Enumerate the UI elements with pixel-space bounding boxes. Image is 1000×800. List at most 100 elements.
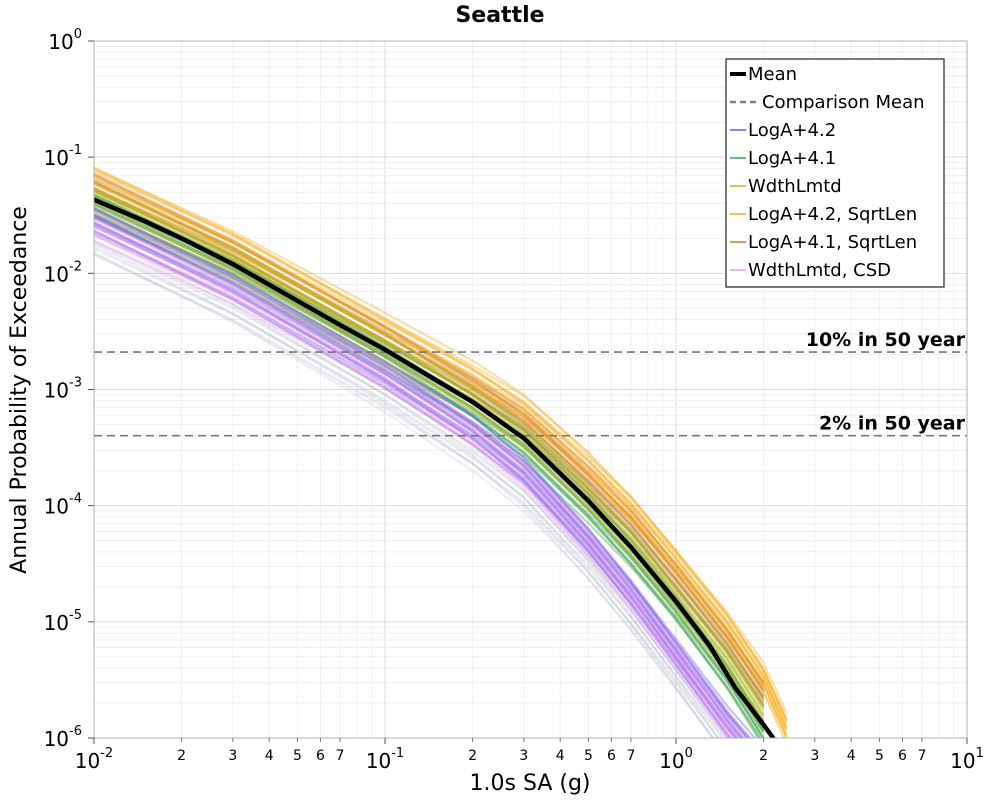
band-curve bbox=[94, 251, 715, 738]
band-curve bbox=[94, 187, 765, 702]
band-curve bbox=[94, 216, 763, 738]
band-curve bbox=[94, 220, 738, 738]
band-curve bbox=[94, 209, 752, 738]
x-minor-tick-label: 7 bbox=[335, 748, 344, 764]
x-minor-tick-label: 2 bbox=[759, 748, 768, 764]
reference-label: 2% in 50 year bbox=[819, 413, 966, 435]
band-curve bbox=[94, 207, 751, 738]
band-curve bbox=[94, 243, 721, 738]
band-curve bbox=[94, 186, 765, 700]
x-minor-tick-label: 5 bbox=[293, 748, 302, 764]
band-curve bbox=[94, 217, 744, 738]
band-curve bbox=[94, 214, 760, 738]
band-curve bbox=[94, 166, 788, 724]
band-curve bbox=[94, 179, 788, 729]
x-tick-label: 10-1 bbox=[366, 746, 404, 773]
band-curve bbox=[94, 233, 734, 738]
grid-lines bbox=[93, 41, 967, 739]
band-curve bbox=[94, 189, 788, 736]
y-tick-label: 10-4 bbox=[44, 492, 82, 519]
band-curve bbox=[94, 231, 737, 738]
legend-label: LogA+4.2 bbox=[748, 120, 836, 141]
legend-label: WdthLmtd bbox=[748, 176, 842, 197]
legend-label: Mean bbox=[748, 64, 797, 85]
x-minor-tick-label: 3 bbox=[810, 748, 819, 764]
band-curve bbox=[94, 222, 741, 738]
x-minor-tick-label: 5 bbox=[584, 748, 593, 764]
band-curve bbox=[94, 239, 729, 738]
x-tick-label: 101 bbox=[950, 746, 984, 773]
band-curve bbox=[94, 216, 744, 738]
x-minor-tick-label: 3 bbox=[228, 748, 237, 764]
band-curve bbox=[94, 254, 715, 738]
band-curve bbox=[94, 182, 765, 688]
band-curve bbox=[94, 187, 765, 691]
band-curve bbox=[94, 176, 788, 722]
x-minor-tick-label: 4 bbox=[265, 748, 274, 764]
band-curve bbox=[94, 213, 750, 738]
y-axis-ticks: 100 10-1 10-2 10-3 10-4 10-5 10-6 bbox=[44, 27, 94, 751]
band-curve bbox=[94, 202, 765, 731]
band-curve bbox=[94, 221, 745, 738]
x-minor-tick-label: 6 bbox=[316, 748, 325, 764]
series-band-loga-4-2 bbox=[94, 204, 757, 738]
band-curve bbox=[94, 182, 788, 738]
band-curve bbox=[94, 212, 765, 738]
band-curve bbox=[94, 174, 788, 728]
legend-label: LogA+4.2, SqrtLen bbox=[748, 204, 917, 225]
band-curve bbox=[94, 224, 740, 738]
x-minor-tick-label: 3 bbox=[519, 748, 528, 764]
band-curve bbox=[94, 181, 765, 702]
band-curve bbox=[94, 245, 720, 738]
band-curve bbox=[94, 180, 765, 693]
series-band-loga-4-2-sqrtlen bbox=[94, 166, 788, 738]
band-curve bbox=[94, 234, 730, 738]
x-minor-tick-label: 5 bbox=[875, 748, 884, 764]
y-axis-label: Annual Probability of Exceedance bbox=[7, 206, 32, 574]
band-curve bbox=[94, 239, 725, 738]
band-curve bbox=[94, 211, 765, 730]
reference-lines: 10% in 50 year 2% in 50 year bbox=[94, 329, 967, 437]
band-curve bbox=[94, 189, 765, 698]
legend-label: WdthLmtd, CSD bbox=[748, 260, 891, 281]
y-tick-label: 10-2 bbox=[44, 259, 82, 286]
band-curve bbox=[94, 174, 788, 731]
band-curve bbox=[94, 216, 745, 738]
band-curve bbox=[94, 180, 765, 691]
x-minor-tick-label: 2 bbox=[177, 748, 186, 764]
band-curve bbox=[94, 222, 737, 738]
y-tick-label: 10-3 bbox=[44, 376, 82, 403]
x-minor-tick-label: 4 bbox=[556, 748, 565, 764]
y-tick-label: 10-5 bbox=[44, 608, 82, 635]
band-curve bbox=[94, 253, 714, 738]
band-curve bbox=[94, 232, 732, 738]
band-curve bbox=[94, 208, 765, 734]
band-curve bbox=[94, 183, 788, 731]
band-curve bbox=[94, 207, 749, 738]
band-curve bbox=[94, 226, 739, 738]
legend-label: Comparison Mean bbox=[762, 92, 925, 113]
band-curve bbox=[94, 207, 765, 738]
x-minor-tick-label: 7 bbox=[626, 748, 635, 764]
legend-box bbox=[725, 58, 945, 288]
band-curve bbox=[94, 172, 765, 685]
band-curve bbox=[94, 234, 727, 738]
band-curve bbox=[94, 204, 757, 738]
chart-title: Seattle bbox=[455, 3, 544, 28]
band-spread bbox=[94, 234, 730, 738]
series-band-wdthlmtd-csd bbox=[94, 208, 752, 738]
mean-layer bbox=[94, 197, 776, 738]
band-curve bbox=[94, 187, 765, 711]
x-minor-tick-label: 6 bbox=[607, 748, 616, 764]
legend-label: LogA+4.1 bbox=[748, 148, 836, 169]
band-curve bbox=[94, 196, 765, 700]
x-tick-label: 10-2 bbox=[75, 746, 113, 773]
x-minor-tick-label: 4 bbox=[847, 748, 856, 764]
band-curve bbox=[94, 248, 719, 738]
band-curve bbox=[94, 215, 761, 738]
band-curve bbox=[94, 212, 752, 738]
band-curve bbox=[94, 225, 738, 738]
band-curve bbox=[94, 190, 788, 738]
